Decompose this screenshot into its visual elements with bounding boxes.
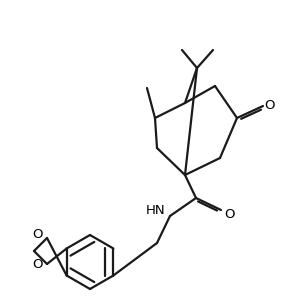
Text: O: O bbox=[32, 229, 43, 241]
Text: HN: HN bbox=[146, 205, 165, 217]
Text: O: O bbox=[265, 99, 275, 111]
Text: O: O bbox=[225, 208, 235, 221]
Text: O: O bbox=[32, 258, 43, 271]
